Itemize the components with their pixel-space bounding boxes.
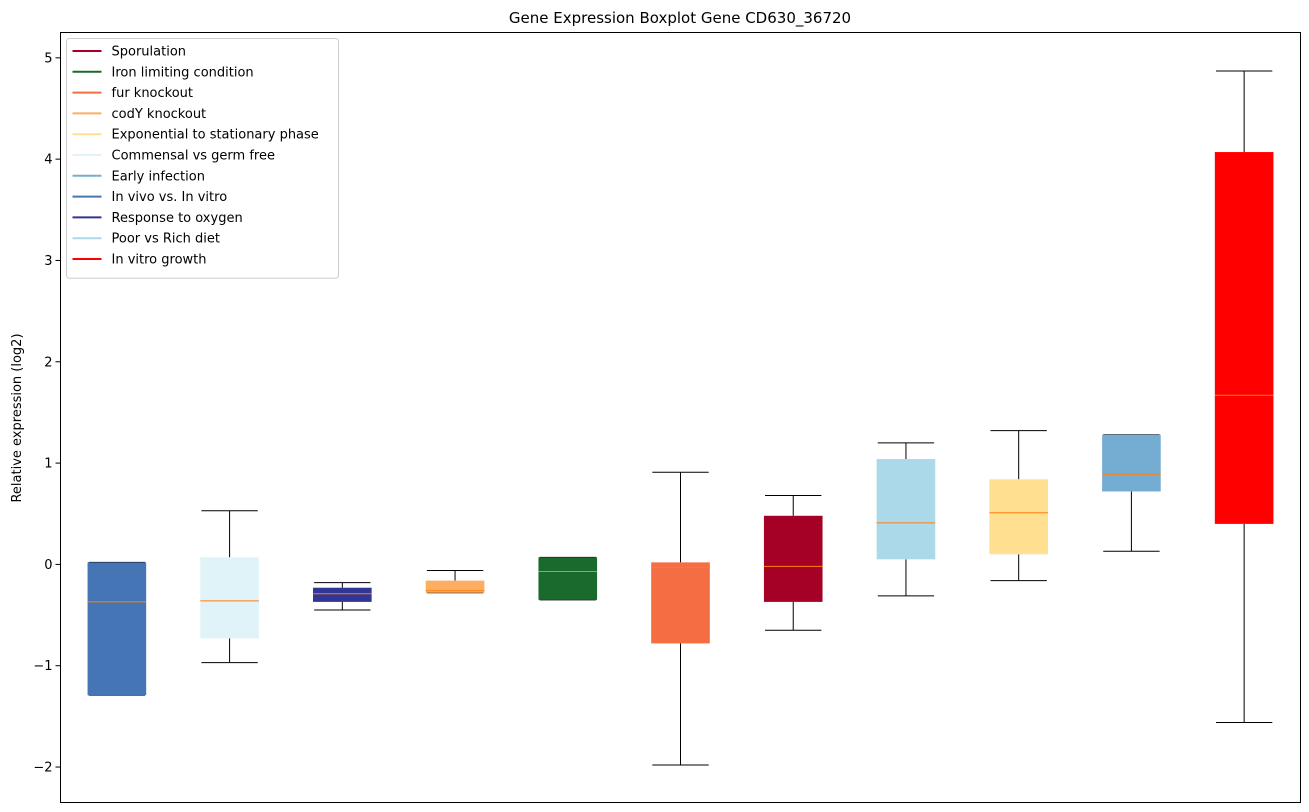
box bbox=[651, 562, 710, 644]
legend-item: Response to oxygen bbox=[72, 211, 243, 226]
plot-frame bbox=[60, 32, 1301, 803]
chart-title: Gene Expression Boxplot Gene CD630_36720 bbox=[509, 9, 851, 28]
legend-item: In vivo vs. In vitro bbox=[72, 190, 228, 205]
box bbox=[425, 580, 485, 593]
box-group bbox=[538, 556, 598, 601]
box bbox=[989, 479, 1048, 555]
legend-label: Commensal vs germ free bbox=[112, 149, 275, 164]
legend-label: In vivo vs. In vitro bbox=[112, 190, 228, 205]
y-tick-label: 5 bbox=[44, 51, 52, 66]
box bbox=[200, 557, 259, 639]
y-tick-label: −1 bbox=[33, 659, 52, 674]
legend-label: In vitro growth bbox=[112, 253, 207, 268]
legend-label: Exponential to stationary phase bbox=[112, 128, 319, 143]
box-group bbox=[989, 430, 1048, 582]
legend-item: Sporulation bbox=[72, 45, 187, 60]
legend-label: Sporulation bbox=[112, 45, 187, 60]
box bbox=[313, 587, 372, 602]
box-group bbox=[313, 582, 372, 611]
box-group bbox=[651, 471, 710, 766]
legend-label: Early infection bbox=[112, 169, 205, 184]
box bbox=[876, 459, 936, 560]
y-tick-label: 3 bbox=[44, 254, 52, 269]
box bbox=[87, 562, 147, 696]
y-tick-label: 0 bbox=[44, 558, 52, 573]
box-group bbox=[87, 561, 147, 696]
box-group bbox=[763, 495, 823, 631]
legend-item: Iron limiting condition bbox=[72, 65, 254, 80]
legend-label: codY knockout bbox=[112, 107, 207, 122]
legend-box bbox=[66, 38, 339, 279]
legend-item: In vitro growth bbox=[72, 253, 207, 268]
y-tick-label: 1 bbox=[44, 457, 52, 472]
box bbox=[1214, 152, 1274, 524]
box-group bbox=[200, 510, 259, 664]
legend-item: fur knockout bbox=[72, 86, 194, 101]
y-tick-label: 2 bbox=[44, 355, 52, 370]
y-axis: −2 −1 0 1 2 3 4 5 bbox=[33, 51, 61, 776]
legend-item: codY knockout bbox=[72, 107, 207, 122]
legend: Sporulation Iron limiting condition fur kn… bbox=[66, 38, 339, 279]
legend-label: Response to oxygen bbox=[112, 211, 243, 226]
legend-item: Poor vs Rich diet bbox=[72, 232, 220, 247]
box-group bbox=[425, 569, 485, 594]
box bbox=[763, 515, 823, 602]
legend-label: fur knockout bbox=[112, 86, 194, 101]
y-tick-label: 4 bbox=[44, 153, 52, 168]
legend-item: Exponential to stationary phase bbox=[72, 128, 319, 143]
box-group bbox=[876, 442, 936, 597]
y-axis-label: Relative expression (log2) bbox=[10, 333, 25, 502]
legend-item: Commensal vs germ free bbox=[72, 149, 275, 164]
legend-label: Poor vs Rich diet bbox=[112, 232, 220, 247]
box-group bbox=[1214, 70, 1274, 723]
y-tick-label: −2 bbox=[33, 761, 52, 776]
box-group bbox=[1102, 434, 1161, 552]
legend-item: Early infection bbox=[72, 169, 205, 184]
box bbox=[1102, 434, 1161, 492]
box bbox=[538, 557, 598, 600]
boxes bbox=[87, 70, 1274, 766]
legend-label: Iron limiting condition bbox=[112, 65, 254, 80]
